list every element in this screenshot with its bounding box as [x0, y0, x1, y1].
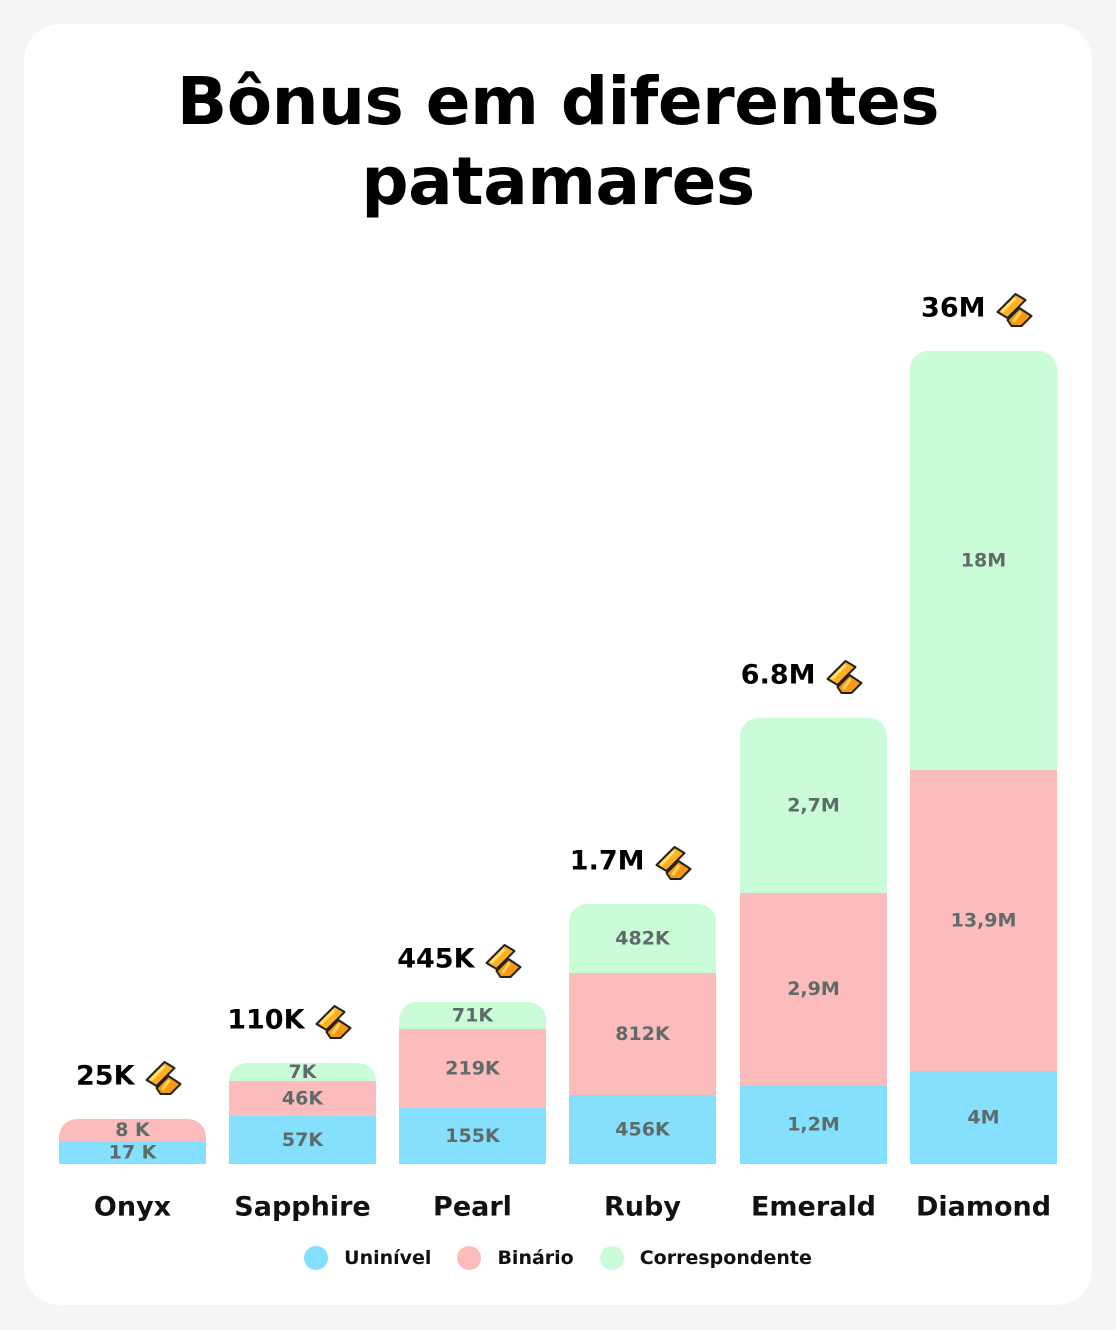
legend-label: Uninível: [344, 1247, 432, 1269]
bar-emerald: [740, 718, 887, 1164]
segment-label: 18M: [961, 550, 1006, 572]
bar-segment: [229, 1081, 376, 1116]
legend-item-uninivel: Uninível: [304, 1246, 431, 1270]
bar-onyx: [59, 1119, 206, 1164]
bar-segment: [740, 893, 887, 1085]
legend-swatch: [457, 1246, 482, 1270]
bar-segment: [59, 1119, 206, 1141]
category-label: Ruby: [604, 1192, 681, 1223]
legend: Uninível Binário Correspondente: [0, 1246, 1116, 1270]
segment-label: 456K: [615, 1119, 671, 1141]
legend-item-correspondente: Correspondente: [599, 1246, 812, 1270]
bar-segment: [910, 351, 1057, 770]
bar-segment: [740, 1085, 887, 1164]
total-label: 36M: [921, 293, 985, 324]
category-label: Onyx: [94, 1192, 171, 1223]
bar-segment: [569, 904, 716, 973]
segment-label: 71K: [452, 1005, 494, 1027]
bar-segment: [399, 1108, 546, 1164]
bar-segment: [399, 1029, 546, 1108]
legend-label: Correspondente: [639, 1247, 812, 1269]
gold-bars-icon: [826, 660, 863, 694]
gold-bars-icon: [996, 293, 1033, 327]
legend-swatch: [304, 1246, 329, 1270]
legend-label: Binário: [497, 1247, 574, 1269]
category-label: Sapphire: [234, 1192, 370, 1223]
category-label: Emerald: [751, 1192, 876, 1223]
bar-diamond: [910, 351, 1057, 1164]
category-label: Pearl: [433, 1192, 512, 1223]
total-label: 445K: [397, 944, 475, 975]
bar-segment: [229, 1063, 376, 1081]
total-label: 1.7M: [570, 846, 645, 877]
segment-label: 1,2M: [787, 1114, 840, 1136]
segment-label: 2,9M: [787, 978, 840, 1000]
bar-segment: [569, 973, 716, 1095]
segment-label: 155K: [445, 1125, 501, 1147]
bar-segment: [910, 1071, 1057, 1164]
gold-bars-icon: [145, 1061, 182, 1095]
bar-segment: [910, 770, 1057, 1071]
bar-pearl: [399, 1002, 546, 1164]
bar-segment: [740, 718, 887, 893]
bar-segment: [399, 1002, 546, 1029]
bar-sapphire: [229, 1063, 376, 1164]
total-label: 110K: [227, 1005, 305, 1036]
bar-segment: [229, 1116, 376, 1164]
bar-segment: [569, 1095, 716, 1164]
segment-label: 219K: [445, 1058, 501, 1080]
legend-swatch: [599, 1246, 624, 1270]
segment-label: 812K: [615, 1023, 671, 1045]
category-label: Diamond: [916, 1192, 1051, 1223]
gold-bars-icon: [315, 1005, 352, 1039]
segment-label: 2,7M: [787, 795, 840, 817]
segment-label: 46K: [282, 1088, 324, 1110]
total-label: 25K: [76, 1061, 136, 1092]
segment-label: 7K: [289, 1061, 318, 1083]
segment-label: 8 K: [115, 1119, 151, 1141]
bar-ruby: [569, 904, 716, 1164]
segment-label: 4M: [967, 1107, 999, 1129]
segment-label: 13,9M: [951, 910, 1017, 932]
segment-label: 482K: [615, 928, 671, 950]
total-label: 6.8M: [741, 660, 816, 691]
legend-item-binario: Binário: [457, 1246, 574, 1270]
chart-title: Bônus em diferentes patamares: [176, 63, 940, 220]
segment-label: 57K: [282, 1129, 324, 1151]
gold-bars-icon: [655, 846, 692, 880]
gold-bars-icon: [485, 944, 522, 978]
segment-label: 17 K: [109, 1142, 158, 1164]
bar-segment: [59, 1141, 206, 1164]
